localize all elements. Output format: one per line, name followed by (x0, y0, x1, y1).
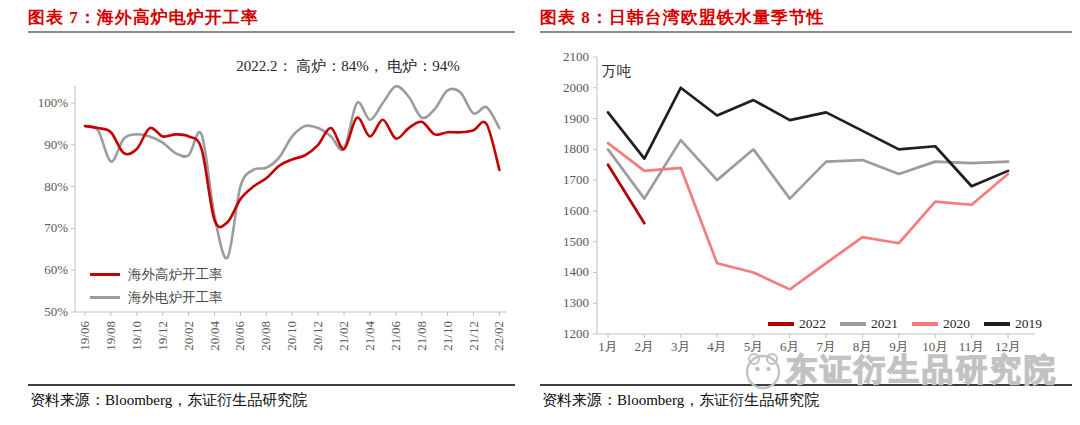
legend-label: 2022 (799, 316, 826, 332)
svg-text:60%: 60% (44, 262, 68, 277)
svg-text:21/06: 21/06 (388, 321, 403, 351)
svg-text:20/04: 20/04 (207, 321, 222, 351)
svg-text:70%: 70% (44, 220, 68, 235)
legend-item: 海外电炉开工率 (90, 286, 223, 309)
svg-text:20/08: 20/08 (258, 321, 273, 351)
svg-text:1200: 1200 (563, 326, 589, 341)
svg-text:21/10: 21/10 (440, 321, 455, 351)
figure-7: 图表 7：海外高炉电炉开工率 50% 60% 70% 80% 90% 100% 19/06 1… (28, 0, 515, 425)
svg-text:7月: 7月 (816, 339, 836, 354)
svg-text:5月: 5月 (744, 339, 764, 354)
svg-text:20/10: 20/10 (284, 321, 299, 351)
figure-7-title: 图表 7：海外高炉电炉开工率 (28, 6, 259, 29)
svg-text:1月: 1月 (598, 339, 618, 354)
svg-text:19/08: 19/08 (103, 321, 118, 351)
series-line-海外电炉开工率 (85, 86, 499, 258)
legend-label: 2021 (871, 316, 898, 332)
legend-item: 2022 (768, 316, 826, 332)
svg-text:1900: 1900 (563, 111, 589, 126)
figure-8-legend: 2022 2021 2020 2019 (768, 316, 1056, 332)
figure-7-source-rule (28, 384, 515, 386)
svg-text:80%: 80% (44, 179, 68, 194)
svg-text:1400: 1400 (563, 264, 589, 279)
legend-item: 海外高炉开工率 (90, 263, 223, 286)
svg-text:9月: 9月 (889, 339, 909, 354)
figure-8-unit-label: 万吨 (602, 62, 631, 81)
figure-7-source: 资料来源：Bloomberg，东证衍生品研究院 (30, 391, 307, 410)
svg-text:3月: 3月 (671, 339, 691, 354)
svg-text:1700: 1700 (563, 172, 589, 187)
legend-label: 海外高炉开工率 (128, 266, 223, 284)
svg-text:1600: 1600 (563, 203, 589, 218)
legend-label: 海外电炉开工率 (128, 289, 223, 307)
figure-7-annotation: 2022.2： 高炉：84%， 电炉：94% (188, 57, 508, 76)
svg-text:50%: 50% (44, 304, 68, 319)
figure-7-legend: 海外高炉开工率海外电炉开工率 (90, 263, 223, 309)
legend-line-swatch (840, 322, 866, 326)
figure-8-title: 图表 8：日韩台湾欧盟铁水量季节性 (540, 6, 825, 29)
report-page: 图表 7：海外高炉电炉开工率 50% 60% 70% 80% 90% 100% 19/06 1… (0, 0, 1080, 425)
figure-8-source-rule (540, 384, 1072, 386)
svg-text:10月: 10月 (922, 339, 948, 354)
svg-text:19/10: 19/10 (129, 321, 144, 351)
svg-text:22/02: 22/02 (491, 321, 506, 351)
figure-8: 图表 8：日韩台湾欧盟铁水量季节性 1200 1300 1400 1500 1600 17… (540, 0, 1072, 425)
legend-item: 2020 (912, 316, 970, 332)
svg-text:2000: 2000 (563, 80, 589, 95)
series-line-海外高炉开工率 (85, 117, 499, 227)
svg-text:11月: 11月 (959, 339, 985, 354)
series-line-2019 (608, 88, 1008, 186)
svg-text:19/12: 19/12 (155, 321, 170, 351)
svg-text:21/08: 21/08 (414, 321, 429, 351)
svg-text:4月: 4月 (707, 339, 727, 354)
svg-text:8月: 8月 (853, 339, 873, 354)
svg-text:100%: 100% (38, 95, 69, 110)
svg-text:20/12: 20/12 (310, 321, 325, 351)
svg-text:21/04: 21/04 (362, 321, 377, 351)
figure-7-title-rule (28, 31, 515, 33)
legend-label: 2019 (1015, 316, 1042, 332)
figure-7-chart-canvas: 50% 60% 70% 80% 90% 100% 19/06 19/08 19/10 19/12 2… (28, 40, 515, 380)
svg-text:1300: 1300 (563, 295, 589, 310)
legend-line-swatch (90, 296, 120, 300)
series-line-2020 (608, 143, 1008, 289)
svg-text:90%: 90% (44, 137, 68, 152)
svg-text:12月: 12月 (995, 339, 1021, 354)
figure-8-title-rule (540, 31, 1072, 33)
legend-line-swatch (768, 322, 794, 326)
legend-line-swatch (984, 322, 1010, 326)
legend-label: 2020 (943, 316, 970, 332)
svg-text:1500: 1500 (563, 234, 589, 249)
legend-line-swatch (90, 273, 120, 277)
svg-text:20/02: 20/02 (181, 321, 196, 351)
svg-text:6月: 6月 (780, 339, 800, 354)
svg-text:21/02: 21/02 (336, 321, 351, 351)
svg-text:2100: 2100 (563, 49, 589, 64)
legend-item: 2021 (840, 316, 898, 332)
legend-item: 2019 (984, 316, 1042, 332)
svg-text:19/06: 19/06 (77, 321, 92, 351)
figure-8-source: 资料来源：Bloomberg，东证衍生品研究院 (542, 391, 819, 410)
svg-text:1800: 1800 (563, 141, 589, 156)
svg-text:2月: 2月 (635, 339, 655, 354)
svg-text:21/12: 21/12 (466, 321, 481, 351)
svg-text:20/06: 20/06 (232, 321, 247, 351)
legend-line-swatch (912, 322, 938, 326)
